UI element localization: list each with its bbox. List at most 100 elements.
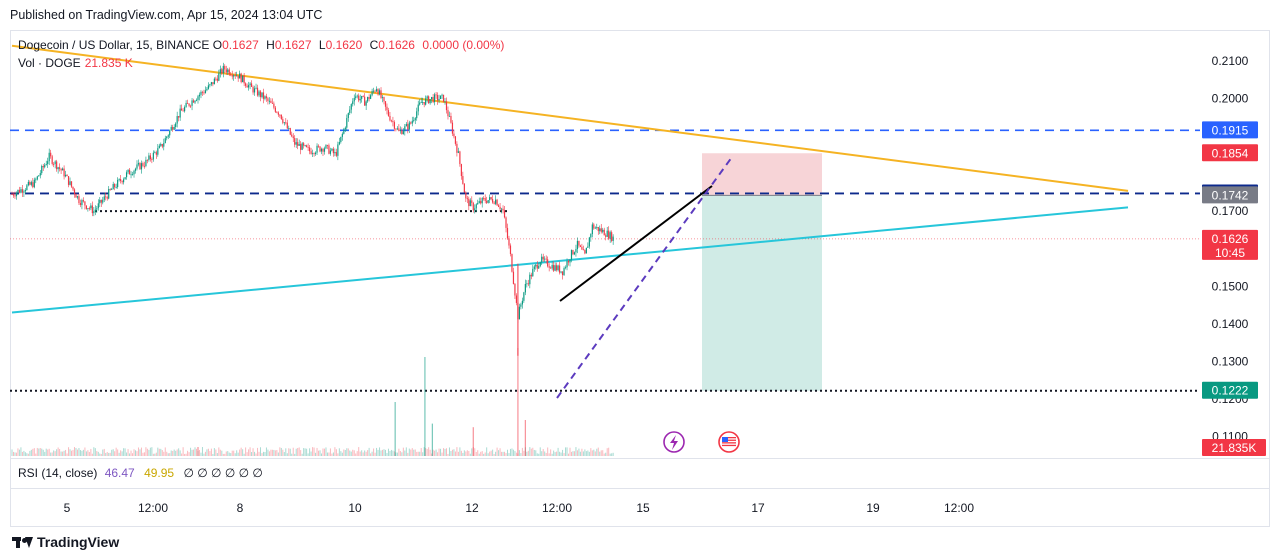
- volume-bar: [570, 451, 572, 456]
- candle-body: [524, 283, 526, 293]
- candle-body: [67, 176, 70, 185]
- candle-body: [123, 179, 125, 183]
- volume-bar: [481, 451, 483, 456]
- volume-bar: [456, 447, 458, 456]
- volume-bar: [112, 449, 114, 456]
- candle-body: [115, 187, 117, 188]
- volume-bar: [301, 453, 303, 456]
- volume-bar: [274, 450, 276, 456]
- candle-body: [102, 199, 104, 203]
- volume-bar: [341, 452, 343, 456]
- candle-body: [370, 95, 372, 99]
- volume-bar: [54, 451, 56, 456]
- candle-body: [596, 227, 598, 228]
- candle-body: [506, 227, 509, 239]
- volume-bar: [328, 452, 330, 456]
- volume-bar: [73, 447, 75, 456]
- tradingview-logo[interactable]: TradingView: [12, 534, 119, 550]
- volume-bar: [426, 448, 428, 456]
- volume-bar: [142, 452, 144, 456]
- price-level-0.1626-label: 0.1626: [1212, 232, 1249, 246]
- rsi-ma-value: 49.95: [144, 466, 175, 480]
- volume-bar: [318, 450, 320, 456]
- volume-bar: [184, 453, 186, 456]
- candle-body: [551, 265, 553, 269]
- volume-legend[interactable]: Vol · DOGE 21.835 K: [18, 56, 133, 70]
- volume-bar: [29, 450, 31, 456]
- candle-body: [390, 120, 393, 122]
- volume-spike: [424, 357, 426, 456]
- candle-body: [111, 189, 113, 191]
- candle-body: [14, 195, 16, 197]
- volume-bar: [298, 447, 300, 456]
- candle-body: [118, 179, 120, 180]
- open-value: 0.1627: [222, 38, 259, 52]
- volume-bar: [300, 450, 302, 456]
- volume-bar: [504, 451, 506, 456]
- candle-body: [48, 152, 50, 162]
- candle-body: [527, 283, 529, 285]
- volume-bar: [523, 450, 525, 456]
- volume-bar: [432, 449, 434, 456]
- candle-body: [325, 145, 327, 149]
- candle-body: [352, 101, 354, 105]
- candle-body: [381, 97, 384, 98]
- candle-body: [189, 105, 192, 107]
- candle-body: [222, 65, 224, 74]
- position-zones: [702, 153, 822, 391]
- symbol-name[interactable]: Dogecoin / US Dollar, 15, BINANCE: [18, 38, 210, 52]
- time-tick-label: 12:00: [138, 501, 168, 515]
- volume-bar: [542, 449, 544, 456]
- volume-bar: [492, 449, 494, 456]
- volume-bar: [84, 447, 86, 456]
- rsi-legend[interactable]: RSI (14, close) 46.47 49.95 ∅ ∅ ∅ ∅ ∅ ∅: [18, 466, 263, 480]
- candle-body: [274, 107, 276, 112]
- volume-bar: [530, 448, 532, 456]
- volume-bar: [78, 448, 80, 456]
- candle-body: [508, 238, 510, 246]
- candle-body: [114, 184, 116, 188]
- volume-bar: [389, 451, 391, 456]
- candle-body: [130, 174, 132, 176]
- candle-body: [139, 163, 141, 170]
- volume-bar: [599, 451, 601, 456]
- volume-bar: [410, 449, 412, 456]
- chart-frame[interactable]: [10, 30, 1270, 527]
- volume-bar: [316, 447, 318, 456]
- candle-body: [18, 189, 21, 193]
- candle-body: [51, 156, 53, 164]
- volume-bar: [356, 451, 358, 456]
- candle-body: [35, 179, 37, 181]
- volume-bar: [148, 449, 150, 456]
- candle-body: [356, 95, 358, 97]
- pane-separator[interactable]: [10, 458, 1270, 459]
- candle-body: [249, 83, 251, 86]
- tradingview-logo-icon: [12, 535, 33, 549]
- volume-bar: [85, 451, 87, 456]
- volume-bar: [47, 449, 49, 456]
- candle-body: [410, 122, 412, 124]
- candle-body: [225, 69, 227, 73]
- candle-body: [11, 194, 13, 196]
- candle-body: [311, 153, 314, 155]
- volume-bar: [139, 449, 141, 456]
- candle-body: [532, 268, 534, 277]
- symbol-legend[interactable]: Dogecoin / US Dollar, 15, BINANCE O0.162…: [18, 38, 508, 52]
- volume-bar: [71, 450, 73, 456]
- candle-body: [280, 114, 282, 120]
- candle-body: [166, 136, 168, 139]
- candle-body: [72, 186, 74, 190]
- volume-value: 21.835 K: [84, 56, 133, 70]
- candle-body: [94, 209, 96, 212]
- candle-body: [365, 101, 367, 106]
- candle-body: [411, 120, 413, 124]
- candle-body: [612, 236, 614, 241]
- candle-body: [442, 94, 445, 102]
- volume-bar: [457, 451, 459, 456]
- candle-body: [378, 90, 381, 95]
- candle-body: [368, 97, 370, 99]
- volume-bar: [161, 450, 163, 456]
- candle-body: [128, 169, 131, 175]
- candle-body: [535, 264, 537, 267]
